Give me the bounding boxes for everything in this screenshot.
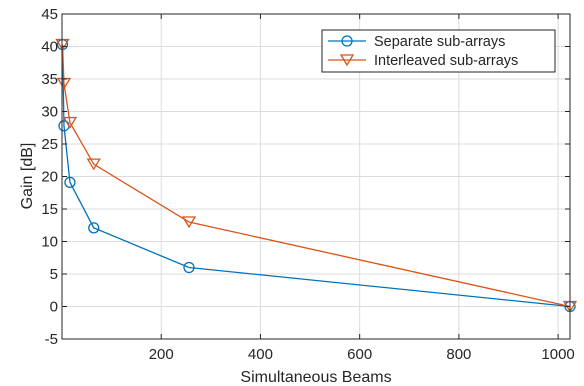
- series-layer: [55, 38, 578, 313]
- data-point: [88, 222, 100, 234]
- x-tick-label: 800: [446, 346, 471, 363]
- series-line-1: [61, 44, 571, 308]
- legend-marker-separate: [341, 35, 353, 47]
- data-point: [62, 116, 78, 129]
- data-point: [183, 261, 195, 274]
- y-tick-label: 0: [50, 299, 58, 316]
- x-tick-label: 600: [347, 346, 372, 363]
- x-axis-label: Simultaneous Beams: [240, 369, 391, 386]
- legend-box: [321, 29, 556, 73]
- y-axis-label: Gain [dB]: [19, 143, 36, 210]
- grid: [62, 14, 570, 339]
- data-point: [64, 176, 76, 189]
- y-tick-label: 30: [41, 104, 58, 121]
- legend-label-separate: Separate sub-arrays: [374, 34, 505, 50]
- y-tick-label: 20: [41, 169, 58, 186]
- data-point: [181, 216, 197, 229]
- x-tick-label: 1000: [541, 346, 574, 363]
- x-tick-label: 200: [149, 346, 174, 363]
- y-tick-label: -5: [45, 331, 58, 348]
- legend: Separate sub-arrays Interleaved sub-arra…: [321, 29, 556, 73]
- y-tick-label: 40: [41, 39, 58, 56]
- legend-label-interleaved: Interleaved sub-arrays: [374, 53, 518, 69]
- data-point: [86, 158, 101, 171]
- x-tick-label: 400: [248, 346, 273, 363]
- ticks: -5 0 5 10 15 20 25 30 35 40 45 200 400 600 800 1000: [41, 6, 574, 363]
- y-tick-label: 35: [41, 71, 58, 88]
- y-tick-label: 10: [41, 234, 58, 251]
- y-tick-label: 5: [50, 266, 58, 283]
- legend-marker-interleaved: [339, 54, 355, 67]
- y-tick-label: 15: [41, 201, 58, 218]
- series-line-0: [61, 44, 571, 308]
- y-tick-label: 25: [41, 136, 58, 153]
- y-tick-label: 45: [41, 6, 58, 23]
